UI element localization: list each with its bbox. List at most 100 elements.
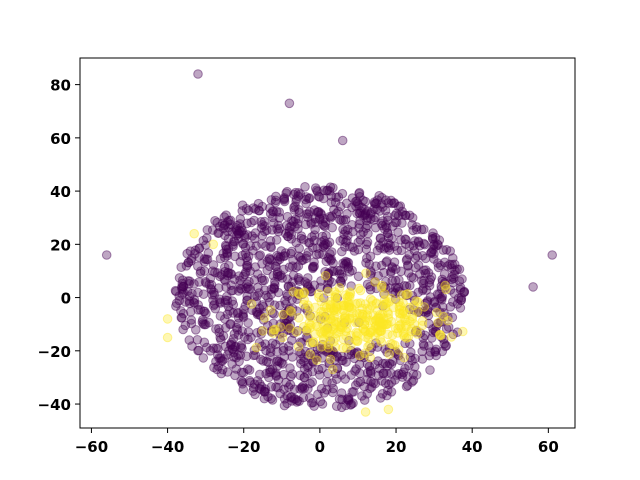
scatter-point-s0-1087 [297,338,307,348]
scatter-point-s0-108 [273,271,283,282]
scatter-point-s1-156 [310,302,320,313]
scatter-point-s1-5 [344,302,355,312]
scatter-point-s0-1259 [365,383,375,394]
scatter-point-s0-879 [197,317,208,327]
scatter-point-s1-177 [312,311,322,322]
scatter-point-s0-1033 [262,265,273,276]
scatter-point-s0-1095 [215,253,226,264]
scatter-point-s0-570 [384,379,394,390]
scatter-point-s0-362 [454,276,465,286]
scatter-point-s0-446 [381,222,392,233]
scatter-point-s0-109 [299,363,310,374]
scatter-point-s0-211 [375,233,386,243]
scatter-point-s0-794 [252,269,263,279]
scatter-point-s0-307 [233,286,244,296]
scatter-point-s1-302 [367,326,378,336]
scatter-point-s0-542 [226,340,236,351]
scatter-point-s0-241 [305,284,315,294]
scatter-point-s0-647 [431,241,441,251]
scatter-point-s1-227 [345,288,356,299]
scatter-point-s1-127 [390,340,400,350]
scatter-point-s0-1051 [404,250,415,260]
scatter-point-s0-924 [455,282,466,293]
scatter-point-s1-88 [325,303,336,313]
scatter-point-s0-272 [243,364,253,374]
scatter-point-s0-802 [393,369,404,379]
scatter-point-s0-1119 [433,258,443,268]
scatter-point-s0-261 [259,275,270,286]
scatter-point-s0-626 [285,371,296,382]
scatter-point-s1-85 [376,337,387,347]
scatter-point-s0-153 [206,285,217,295]
scatter-point-s0-1280 [198,319,208,329]
scatter-point-s1-42 [299,287,309,298]
scatter-point-s1-150 [337,315,347,325]
scatter-point-s0-1052 [386,377,397,388]
scatter-point-s1-325 [360,407,371,417]
points-layer [101,69,558,417]
scatter-point-s1-320 [162,332,173,343]
scatter-point-s0-311 [283,306,293,317]
scatter-point-s0-631 [282,289,292,300]
scatter-point-s0-536 [431,302,441,312]
scatter-point-s1-60 [352,317,363,327]
scatter-point-s0-207 [420,253,431,264]
scatter-point-s0-549 [256,273,267,284]
scatter-point-s0-325 [403,261,413,271]
scatter-point-s0-823 [454,264,465,275]
scatter-point-s1-43 [277,332,288,343]
scatter-point-s1-18 [303,300,313,310]
scatter-point-s0-519 [322,377,332,387]
scatter-point-s0-909 [314,213,325,223]
scatter-point-s1-288 [396,319,406,330]
scatter-point-s0-907 [325,336,336,346]
scatter-point-s0-385 [268,270,279,281]
scatter-point-s0-838 [437,346,448,357]
scatter-point-s0-1175 [314,249,324,259]
scatter-point-s0-1212 [315,214,325,225]
scatter-point-s0-202 [189,295,200,305]
scatter-point-s1-290 [299,295,310,305]
scatter-point-s0-469 [318,240,329,250]
scatter-point-s1-183 [337,322,348,333]
scatter-point-s0-84 [418,284,428,294]
scatter-point-s0-962 [383,238,394,249]
scatter-point-s0-1166 [303,273,313,283]
scatter-point-s0-290 [310,214,321,224]
scatter-point-s0-597 [347,387,358,397]
scatter-point-s0-714 [240,248,251,259]
scatter-point-s0-425 [243,205,254,216]
scatter-point-s0-1055 [422,304,433,315]
scatter-point-s0-132 [351,201,361,211]
scatter-point-s0-467 [427,231,438,242]
scatter-point-s0-1225 [386,359,397,370]
scatter-point-s1-277 [320,270,331,281]
scatter-point-s1-30 [440,280,451,291]
scatter-point-s0-1201 [223,261,234,271]
scatter-point-s0-324 [302,279,313,289]
scatter-point-s1-169 [360,332,371,343]
scatter-point-s0-21 [210,216,220,226]
scatter-point-s1-110 [340,290,351,300]
scatter-point-s0-420 [362,359,373,369]
scatter-point-s1-234 [348,308,358,318]
scatter-point-s0-397 [323,268,334,279]
scatter-point-s0-749 [198,235,209,246]
scatter-point-s0-1011 [406,272,417,282]
scatter-point-s0-792 [296,231,307,241]
scatter-point-s1-71 [376,282,387,293]
scatter-point-s1-271 [302,323,313,334]
scatter-point-s0-537 [404,210,415,221]
scatter-point-s0-160 [278,251,289,262]
scatter-point-s1-252 [360,348,370,359]
scatter-point-s0-1082 [250,228,261,238]
scatter-point-s0-126 [340,242,350,252]
scatter-point-s0-412 [336,276,346,287]
scatter-point-s0-624 [270,300,280,311]
scatter-point-s0-1000 [226,337,237,348]
scatter-point-s1-31 [387,330,398,341]
scatter-point-s0-1063 [440,341,451,352]
scatter-point-s0-1084 [228,344,238,355]
scatter-point-s0-825 [272,269,283,280]
scatter-point-s0-619 [272,256,283,267]
